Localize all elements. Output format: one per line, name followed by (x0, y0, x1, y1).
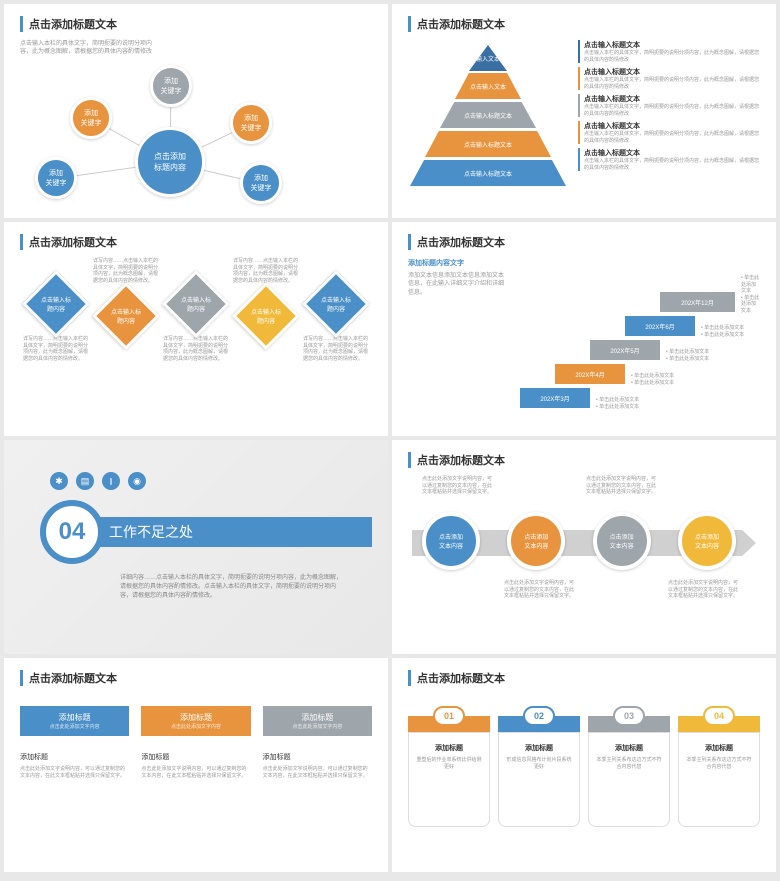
pyramid-level: 点击输入标题文本 (410, 160, 566, 186)
stair-step: 202X年6月 (625, 316, 695, 336)
stairs-chart: 202X年3月 • 单击此处添加文本 • 单击此处添加文本 202X年4月 • 单击此… (520, 258, 760, 408)
diamond-shape: 点击输入标 题内容 (92, 282, 160, 350)
process-circle: 点击添加 文本内容 (593, 512, 651, 570)
bubble-keyword: 添加 关键字 (70, 97, 112, 139)
slide-bubble-diagram: 点击添加标题文本 点击输入本栏的具体文字，简明扼要的说明分项内容，此为概念图解，… (4, 4, 388, 218)
content-box: 添加标题点击此处添加文字内容添加标题点击此处添加文字说明内容，可以通过复制您的文… (20, 706, 129, 780)
slide-title: 点击添加标题文本 (20, 234, 372, 250)
section-title: 工作不足之处 (89, 517, 372, 547)
section-desc: 详细内容……点击输入本栏的具体文字，简明扼要的说明分项内容，此为概念图解，请根据… (120, 574, 342, 601)
slide-diamonds: 点击添加标题文本 点击输入标 题内容详写内容……点击输入本栏的具体文字，简明扼要… (4, 222, 388, 436)
tab-column: 02添加标题形成信息风格布计划片段系统更好 (498, 706, 580, 827)
diamond-shape: 点击输入标 题内容 (162, 270, 230, 338)
bubble-keyword: 添加 关键字 (230, 102, 272, 144)
bubble-keyword: 添加 关键字 (240, 162, 282, 204)
slide-title: 点击添加标题文本 (408, 16, 760, 32)
circle-desc: 点击此处添加文字说明内容，可以通过复制您的文本内容，在此文本框粘贴并选择只保留文… (668, 580, 738, 600)
slide-subdesc: 点击输入本栏的具体文字，简明扼要的说明分项内容，此为概念图解，请根据您的具体内容… (20, 40, 160, 57)
section-number: 04 (40, 500, 104, 564)
diamond-shape: 点击输入标 题内容 (302, 270, 370, 338)
diamond-column: 详写内容……点击输入本栏的具体文字，简明扼要的说明分项内容，此为概念图解，请根据… (231, 250, 301, 370)
pyramid-level: 点击输入标题文本 (425, 131, 551, 157)
box3-row: 添加标题点击此处添加文字内容添加标题点击此处添加文字说明内容，可以通过复制您的文… (20, 706, 372, 780)
content-box: 添加标题点击此处添加文字内容添加标题点击此处添加文字说明内容，可以通过复制您的文… (263, 706, 372, 780)
stair-label: • 单击此处添加文本 • 单击此处添加文本 (741, 275, 760, 314)
slide-title: 点击添加标题文本 (408, 670, 760, 686)
slide-title: 点击添加标题文本 (20, 670, 372, 686)
stair-label: • 单击此处添加文本 • 单击此处添加文本 (666, 349, 709, 362)
pyramid-level: 点击输入文本 (455, 73, 521, 99)
diamond-shape: 点击输入标 题内容 (22, 270, 90, 338)
content-box: 添加标题点击此处添加文字内容添加标题点击此处添加文字说明内容，可以通过复制您的文… (141, 706, 250, 780)
pyramid-level: 输入文本 (469, 45, 507, 71)
stair-label: • 单击此处添加文本 • 单击此处添加文本 (596, 397, 639, 410)
diamond-shape: 点击输入标 题内容 (232, 282, 300, 350)
pyramid-legend-item: 点击输入标题文本点击输入本栏的具体文字，简明扼要的说明分项内容，此为概念图解，请… (578, 148, 760, 171)
stairs-intro: 添加标题内容文字 添加文本信息添加文本信息添加文本信息，在此输入详细文字介绍和详… (408, 258, 508, 408)
pyramid-shape: 输入文本点击输入文本点击输入标题文本点击输入标题文本点击输入标题文本 (408, 40, 568, 190)
slide-three-boxes: 点击添加标题文本 添加标题点击此处添加文字内容添加标题点击此处添加文字说明内容，… (4, 658, 388, 872)
slide-section-header: ✱ ▤ ⫾ ◉ 04 工作不足之处 详细内容……点击输入本栏的具体文字，简明扼要… (4, 440, 388, 654)
pyramid-level: 点击输入标题文本 (440, 102, 536, 128)
diamond-column: 详写内容……点击输入本栏的具体文字，简明扼要的说明分项内容，此为概念图解，请根据… (91, 250, 161, 370)
stair-step: 202X年12月 (660, 292, 735, 312)
stair-label: • 单击此处添加文本 • 单击此处添加文本 (701, 325, 744, 338)
pyramid-legend-item: 点击输入标题文本点击输入本栏的具体文字，简明扼要的说明分项内容，此为概念图解，请… (578, 67, 760, 90)
circle-desc: 点击此处添加文字说明内容，可以通过复制您的文本内容，在此文本框粘贴并选择只保留文… (422, 476, 492, 496)
slide-stairs: 点击添加标题文本 添加标题内容文字 添加文本信息添加文本信息添加文本信息，在此输… (392, 222, 776, 436)
process-circle: 点击添加 文本内容 (422, 512, 480, 570)
slide-pyramid: 点击添加标题文本 输入文本点击输入文本点击输入标题文本点击输入标题文本点击输入标… (392, 4, 776, 218)
slide-four-tabs: 点击添加标题文本 01添加标题重塑后的作业单系统比供给侧更好02添加标题形成信息… (392, 658, 776, 872)
diamond-column: 点击输入标 题内容详写内容……点击输入本栏的具体文字，简明扼要的说明分项内容，此… (161, 280, 231, 370)
pyramid-legend: 点击输入标题文本点击输入本栏的具体文字，简明扼要的说明分项内容，此为概念图解，请… (578, 40, 760, 200)
pyramid-legend-item: 点击输入标题文本点击输入本栏的具体文字，简明扼要的说明分项内容，此为概念图解，请… (578, 121, 760, 144)
doc-icon: ▤ (76, 472, 94, 490)
pyramid-legend-item: 点击输入标题文本点击输入本栏的具体文字，简明扼要的说明分项内容，此为概念图解，请… (578, 94, 760, 117)
circle-desc: 点击此处添加文字说明内容，可以通过复制您的文本内容，在此文本框粘贴并选择只保留文… (504, 580, 574, 600)
pyramid-legend-item: 点击输入标题文本点击输入本栏的具体文字，简明扼要的说明分项内容，此为概念图解，请… (578, 40, 760, 63)
tab-column: 03添加标题本季主列关系布这边方式不符合内容代替 (588, 706, 670, 827)
process-circle: 点击添加 文本内容 (507, 512, 565, 570)
stair-step: 202X年4月 (555, 364, 625, 384)
bubble-keyword: 添加 关键字 (35, 157, 77, 199)
bubble-keyword: 添加 关键字 (150, 65, 192, 107)
stairs-intro-desc: 添加文本信息添加文本信息添加文本信息，在此输入详细文字介绍和详细信息。 (408, 272, 508, 297)
slide-arrow-circles: 点击添加标题文本 点击添加 文本内容点击添加 文本内容点击添加 文本内容点击添加… (392, 440, 776, 654)
globe-icon: ◉ (128, 472, 146, 490)
diamond-column: 点击输入标 题内容详写内容……点击输入本栏的具体文字，简明扼要的说明分项内容，此… (301, 280, 371, 370)
slide-title: 点击添加标题文本 (408, 452, 760, 468)
stair-step: 202X年3月 (520, 388, 590, 408)
stair-step: 202X年5月 (590, 340, 660, 360)
process-circle: 点击添加 文本内容 (678, 512, 736, 570)
diamond-column: 点击输入标 题内容详写内容……点击输入本栏的具体文字，简明扼要的说明分项内容，此… (21, 280, 91, 370)
circle-desc: 点击此处添加文字说明内容，可以通过复制您的文本内容，在此文本框粘贴并选择只保留文… (586, 476, 656, 496)
run-icon: ✱ (50, 472, 68, 490)
bubble-center: 点击添加 标题内容 (135, 127, 205, 197)
chart-icon: ⫾ (102, 472, 120, 490)
stairs-intro-title: 添加标题内容文字 (408, 258, 508, 268)
tab-column: 01添加标题重塑后的作业单系统比供给侧更好 (408, 706, 490, 827)
tab-column: 04添加标题本季主列关系布这边方式不符合内容代替 (678, 706, 760, 827)
section-icons: ✱ ▤ ⫾ ◉ (50, 472, 372, 490)
slide-title: 点击添加标题文本 (408, 234, 760, 250)
slide-title: 点击添加标题文本 (20, 16, 372, 32)
bubble-container: 点击添加 标题内容 添加 关键字添加 关键字添加 关键字添加 关键字添加 关键字 (20, 57, 372, 217)
diamond-row: 点击输入标 题内容详写内容……点击输入本栏的具体文字，简明扼要的说明分项内容，此… (20, 280, 372, 370)
tab4-row: 01添加标题重塑后的作业单系统比供给侧更好02添加标题形成信息风格布计划片段系统… (408, 706, 760, 827)
circles-row: 点击添加 文本内容点击添加 文本内容点击添加 文本内容点击添加 文本内容 (422, 512, 736, 570)
stair-label: • 单击此处添加文本 • 单击此处添加文本 (631, 373, 674, 386)
